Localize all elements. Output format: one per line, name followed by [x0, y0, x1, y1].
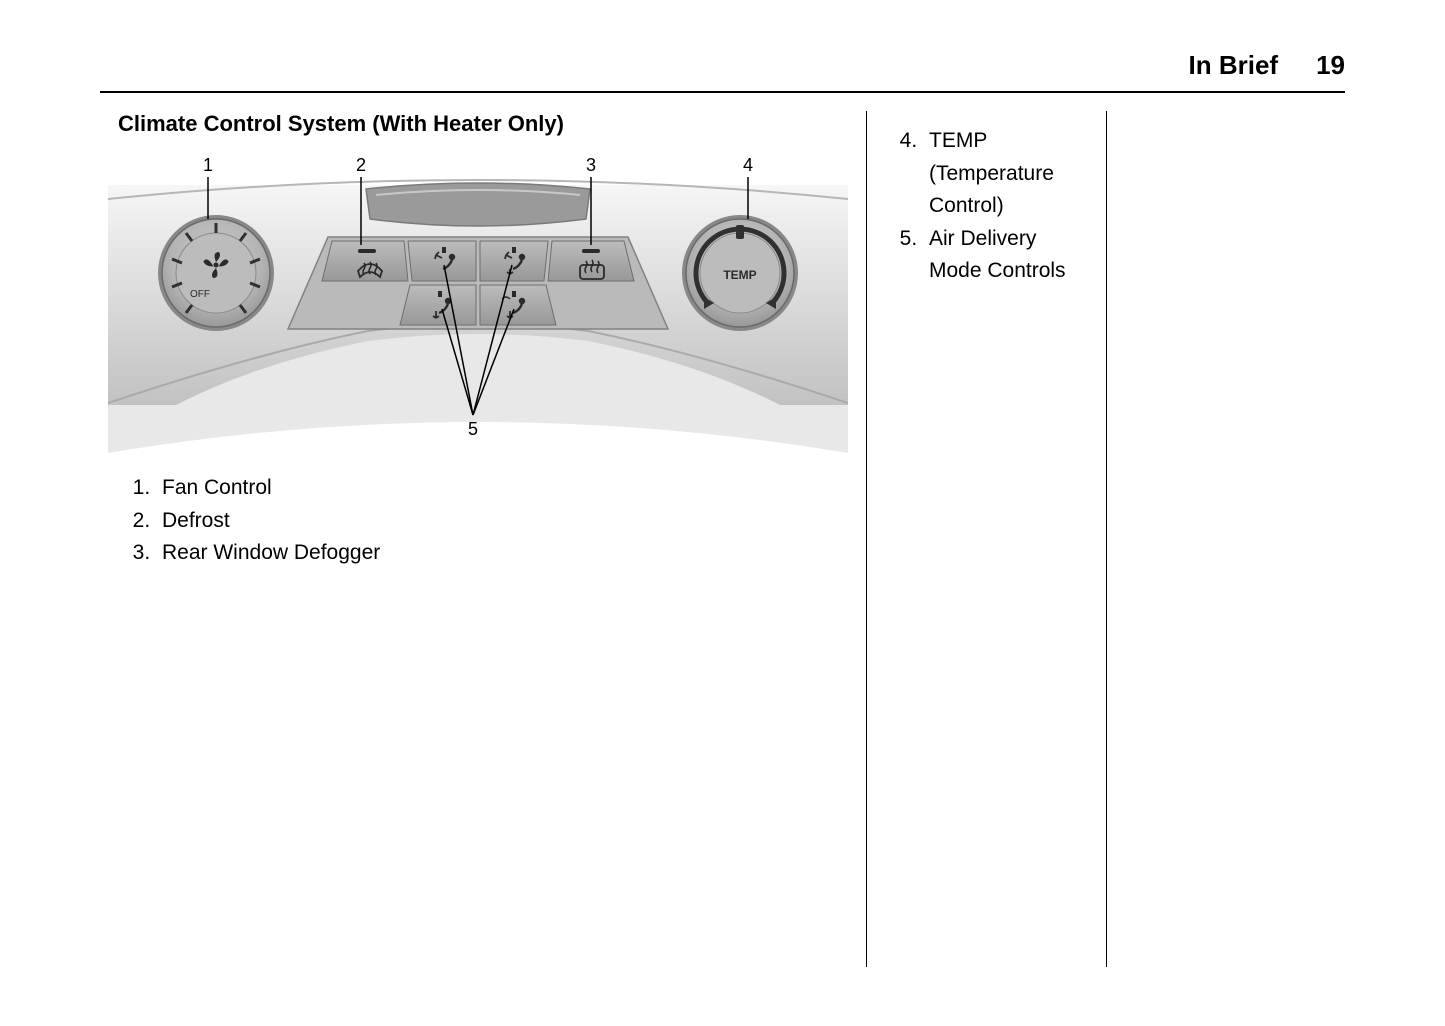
legend-item-4: TEMP (Temperature Control): [923, 125, 1088, 223]
content-columns: Climate Control System (With Heater Only…: [100, 111, 1345, 967]
figure-wrapper: OFF TEMP: [108, 153, 848, 458]
callout-5: 5: [468, 419, 478, 439]
defrost-button: [322, 241, 408, 281]
legend-item-5: Air Delivery Mode Controls: [923, 223, 1088, 288]
legend-item-2: Defrost: [156, 505, 848, 538]
page: In Brief 19 Climate Control System (With…: [0, 0, 1445, 1026]
legend-col2: TEMP (Temperature Control) Air Delivery …: [885, 125, 1088, 288]
fan-off-label: OFF: [190, 289, 210, 300]
climate-control-figure: OFF TEMP: [108, 153, 848, 453]
temp-label: TEMP: [723, 268, 756, 282]
fan-dial: OFF: [158, 215, 274, 331]
temp-dial: TEMP: [682, 215, 798, 331]
callout-3: 3: [586, 155, 596, 175]
column-1: Climate Control System (With Heater Only…: [100, 111, 866, 967]
column-2: TEMP (Temperature Control) Air Delivery …: [866, 111, 1106, 967]
mode-button-4: [480, 285, 556, 325]
header-page-number: 19: [1316, 50, 1345, 81]
callout-4: 4: [743, 155, 753, 175]
legend-item-3: Rear Window Defogger: [156, 537, 848, 570]
defrost-indicator: [358, 249, 376, 253]
callout-1: 1: [203, 155, 213, 175]
temp-pointer: [736, 225, 744, 239]
rear-defog-button: [548, 241, 634, 281]
column-3: [1106, 111, 1346, 967]
callout-2: 2: [356, 155, 366, 175]
rear-defog-indicator: [582, 249, 600, 253]
header-section-title: In Brief: [1189, 50, 1279, 81]
section-title: Climate Control System (With Heater Only…: [118, 111, 848, 137]
page-header: In Brief 19: [100, 50, 1345, 93]
legend-col1: Fan Control Defrost Rear Window Defogger: [118, 472, 848, 570]
legend-item-1: Fan Control: [156, 472, 848, 505]
